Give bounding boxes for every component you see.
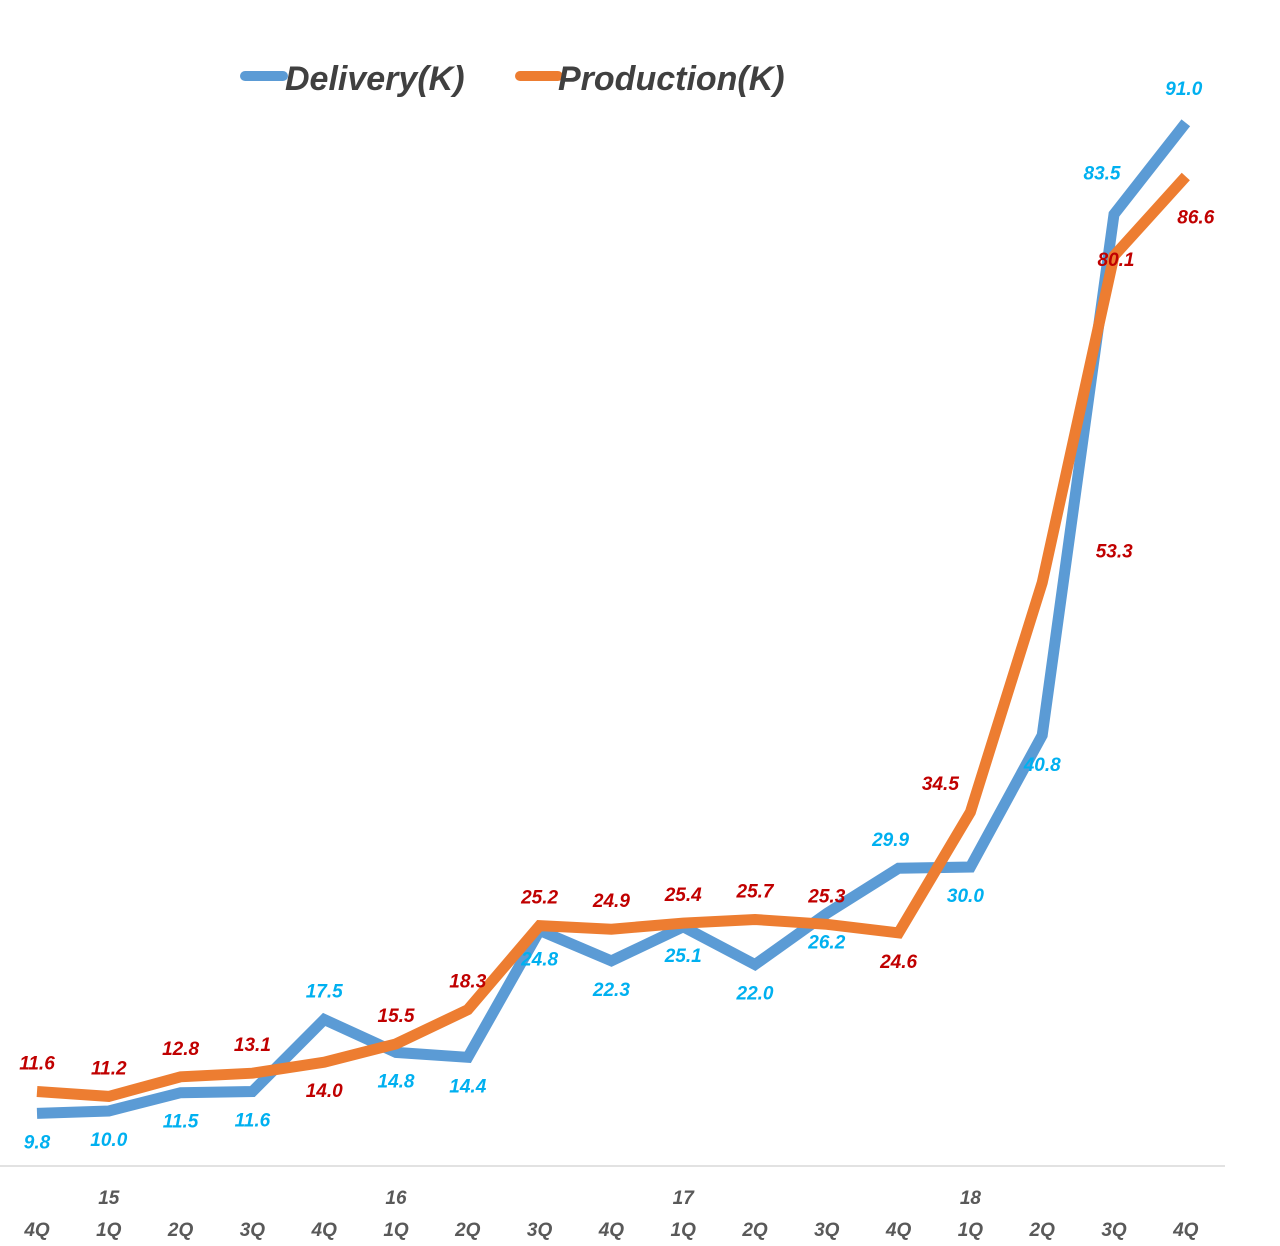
x-tick-label: 1Q xyxy=(96,1220,122,1241)
data-label-delivery: 22.3 xyxy=(592,980,630,1001)
data-label-delivery: 11.5 xyxy=(163,1112,199,1133)
x-tick-label: 4Q xyxy=(598,1220,625,1241)
series-line-delivery xyxy=(36,119,1191,1119)
data-label-production: 25.3 xyxy=(807,886,845,907)
x-tick-label: 4Q xyxy=(23,1220,50,1241)
x-tick-label: 3Q xyxy=(1101,1220,1127,1241)
x-year-label: 16 xyxy=(385,1188,407,1209)
x-tick-label: 1Q xyxy=(958,1220,984,1241)
data-label-production: 25.7 xyxy=(736,882,775,903)
x-axis-ticks: 4Q 1Q 2Q 3Q 4Q 1Q 2Q 3Q 4Q 1Q 2Q 3Q 4Q 1Q 2Q 3Q 4Q 15 16 17… xyxy=(23,1188,1198,1241)
data-label-production: 11.2 xyxy=(91,1058,127,1079)
x-tick-label: 1Q xyxy=(383,1220,409,1241)
data-label-production: 12.8 xyxy=(162,1039,199,1060)
data-label-production: 86.6 xyxy=(1177,208,1214,229)
data-label-delivery: 25.1 xyxy=(664,946,702,967)
data-label-delivery: 30.0 xyxy=(947,886,984,907)
data-label-production: 53.3 xyxy=(1096,542,1133,563)
data-label-delivery: 26.2 xyxy=(807,932,845,953)
data-label-production: 25.2 xyxy=(520,888,558,909)
data-label-delivery: 9.8 xyxy=(24,1132,51,1153)
data-label-production: 34.5 xyxy=(922,774,959,795)
data-label-delivery: 17.5 xyxy=(306,982,343,1003)
data-label-delivery: 83.5 xyxy=(1084,163,1121,184)
data-label-production: 13.1 xyxy=(234,1035,271,1056)
data-label-delivery: 40.8 xyxy=(1023,755,1061,776)
data-label-delivery: 22.0 xyxy=(736,984,774,1005)
data-label-delivery: 11.6 xyxy=(235,1111,271,1132)
data-label-delivery: 24.8 xyxy=(520,949,558,970)
x-year-label: 18 xyxy=(960,1188,982,1209)
x-tick-label: 4Q xyxy=(311,1220,338,1241)
legend: Delivery(K) Production(K) xyxy=(240,60,785,98)
series-layer xyxy=(36,119,1191,1119)
legend-label-production: Production(K) xyxy=(558,60,785,98)
x-tick-label: 4Q xyxy=(885,1220,912,1241)
data-label-production: 24.9 xyxy=(592,891,630,912)
x-tick-label: 3Q xyxy=(527,1220,553,1241)
data-label-production: 18.3 xyxy=(449,972,486,993)
x-year-label: 17 xyxy=(673,1188,696,1209)
x-year-label: 15 xyxy=(98,1188,120,1209)
data-label-production: 11.6 xyxy=(19,1054,55,1075)
data-label-delivery: 29.9 xyxy=(871,830,909,851)
data-label-production: 24.6 xyxy=(879,952,917,973)
data-label-delivery: 14.4 xyxy=(449,1076,486,1097)
data-label-production: 80.1 xyxy=(1098,250,1135,271)
data-label-delivery: 91.0 xyxy=(1165,79,1202,100)
data-label-production: 25.4 xyxy=(664,885,702,906)
data-label-production: 15.5 xyxy=(378,1006,415,1027)
x-tick-label: 2Q xyxy=(454,1220,481,1241)
x-tick-label: 4Q xyxy=(1172,1220,1199,1241)
x-tick-label: 2Q xyxy=(167,1220,194,1241)
data-label-production: 14.0 xyxy=(306,1081,343,1102)
x-tick-label: 3Q xyxy=(814,1220,840,1241)
x-tick-label: 1Q xyxy=(671,1220,697,1241)
x-tick-label: 3Q xyxy=(240,1220,266,1241)
data-label-delivery: 14.8 xyxy=(378,1071,415,1092)
x-tick-label: 2Q xyxy=(1029,1220,1056,1241)
x-tick-label: 2Q xyxy=(741,1220,768,1241)
legend-label-delivery: Delivery(K) xyxy=(285,60,465,98)
series-line-production xyxy=(36,172,1190,1102)
data-labels: 9.8 10.0 11.5 11.6 17.5 14.8 14.4 24.8 22.3 25.1 2… xyxy=(19,79,1215,1154)
data-label-delivery: 10.0 xyxy=(90,1130,127,1151)
